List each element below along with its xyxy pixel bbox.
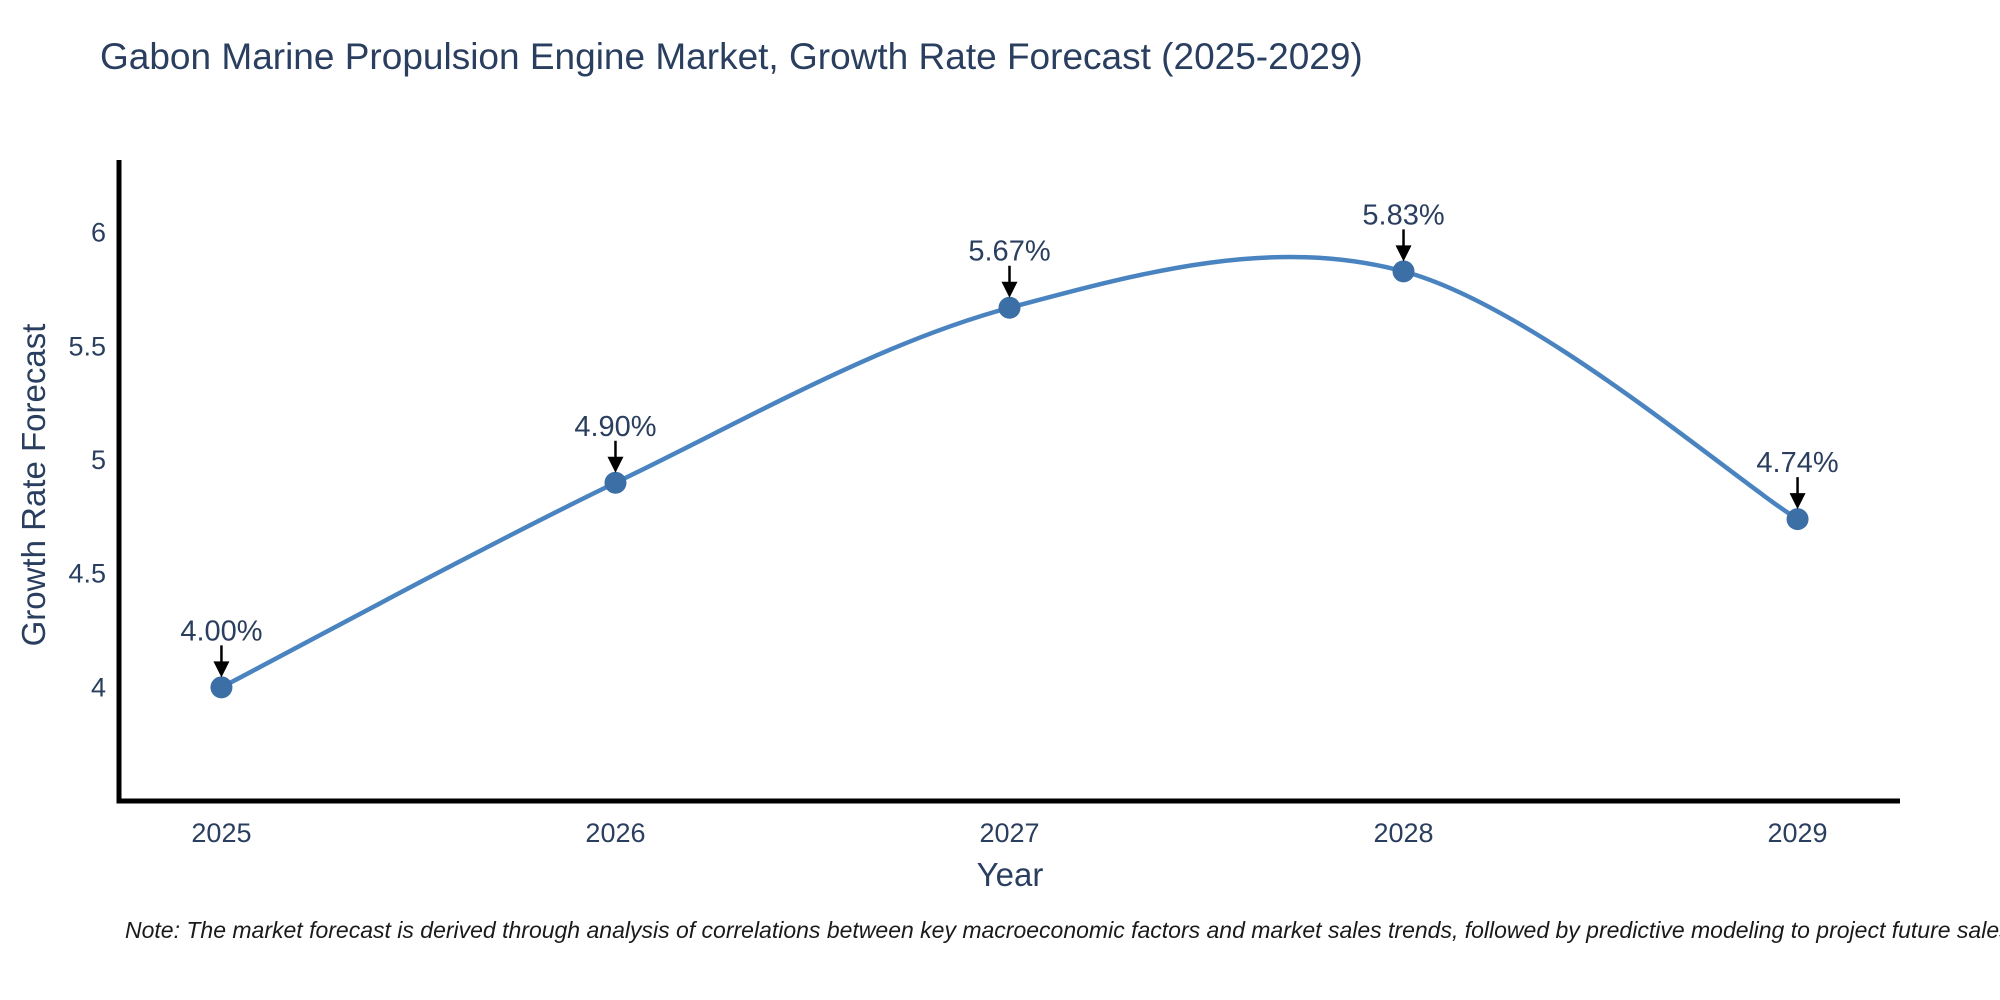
x-tick-label: 2026 [585,818,645,848]
x-tick-label: 2027 [979,818,1039,848]
annotation-arrowhead [1001,281,1018,298]
data-point-marker [210,676,233,699]
data-point-marker [1392,260,1415,283]
annotation-arrowhead [607,456,624,473]
chart-footnote: Note: The market forecast is derived thr… [125,917,2000,943]
point-annotation: 5.83% [1362,199,1444,231]
y-tick-label: 6 [91,218,106,248]
point-annotation: 4.00% [180,615,262,647]
data-point-marker [604,471,627,494]
annotation-arrowhead [1789,493,1806,510]
y-tick-label: 4.5 [68,559,106,589]
y-tick-label: 4 [91,672,106,702]
y-tick-label: 5.5 [68,331,106,361]
x-tick-label: 2025 [191,818,251,848]
y-tick-label: 5 [91,445,106,475]
data-point-marker [998,296,1021,319]
x-tick-label: 2029 [1768,818,1828,848]
x-axis-title: Year [976,856,1044,893]
data-point-marker [1786,508,1809,531]
forecast-line [219,254,1800,690]
point-annotation: 4.90% [574,411,656,443]
annotation-arrowhead [1395,245,1412,262]
x-tick-label: 2028 [1373,818,1433,848]
annotation-arrowhead [213,661,230,678]
point-annotation: 5.67% [968,236,1050,268]
chart-title: Gabon Marine Propulsion Engine Market, G… [100,36,1363,77]
point-annotation: 4.74% [1756,447,1838,479]
